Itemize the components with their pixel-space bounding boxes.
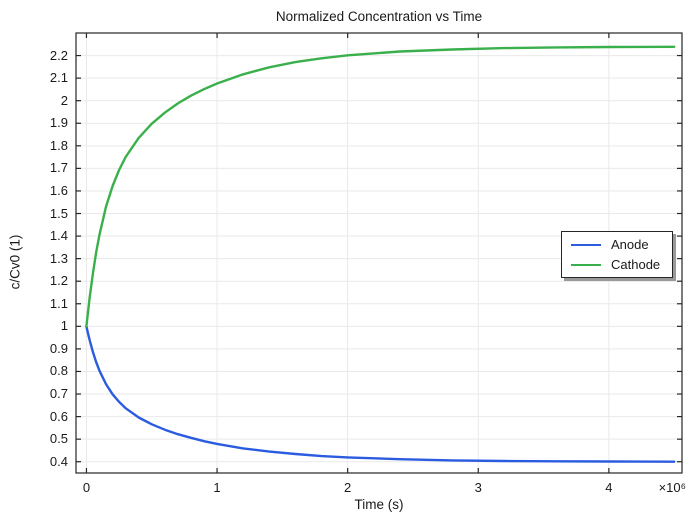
y-tick-label: 1 [60,318,68,334]
y-tick-label: 1.5 [49,205,68,221]
x-tick-label: 0 [82,480,91,495]
legend: Anode Cathode [561,231,673,278]
y-tick-label: 2 [60,92,68,108]
y-tick-label: 0.8 [49,363,68,379]
legend-item-anode: Anode [571,237,672,252]
y-tick-label: 1.3 [49,250,68,266]
x-tick-label: 2 [344,480,352,495]
cathode-curve [85,45,676,328]
x-tick-label: 1 [213,480,221,495]
anode-line-swatch [571,243,601,246]
y-tick-label: 1.2 [49,273,68,289]
y-tick-label: 0.7 [49,386,68,402]
x-tick-label: 3 [474,480,482,495]
plot-border [75,32,683,474]
y-tick-label: 1.8 [49,137,68,153]
y-tick-label: 2.1 [49,70,68,86]
plot-title: Normalized Concentration vs Time [275,9,483,24]
y-tick-label: 0.5 [49,431,68,447]
legend-item-cathode: Cathode [571,257,672,272]
legend-label-cathode: Cathode [611,257,661,272]
legend-label-anode: Anode [611,237,649,252]
y-tick-label: 1.4 [49,228,68,244]
x-axis-multiplier: ×10⁶ [658,480,686,495]
anode-curve [85,325,676,463]
y-tick-label: 2.2 [49,47,68,63]
y-tick-label: 1.9 [49,115,68,131]
cathode-line-swatch [571,263,601,266]
y-tick-label: 1.7 [49,160,68,176]
y-tick-label: 1.1 [49,295,68,311]
y-tick-label: 0.9 [49,340,68,356]
y-tick-label: 1.6 [49,182,68,198]
x-axis-label: Time (s) [354,497,404,512]
y-tick-label: 0.4 [49,453,68,469]
y-tick-label: 0.6 [49,408,68,424]
x-tick-label: 4 [605,480,613,495]
